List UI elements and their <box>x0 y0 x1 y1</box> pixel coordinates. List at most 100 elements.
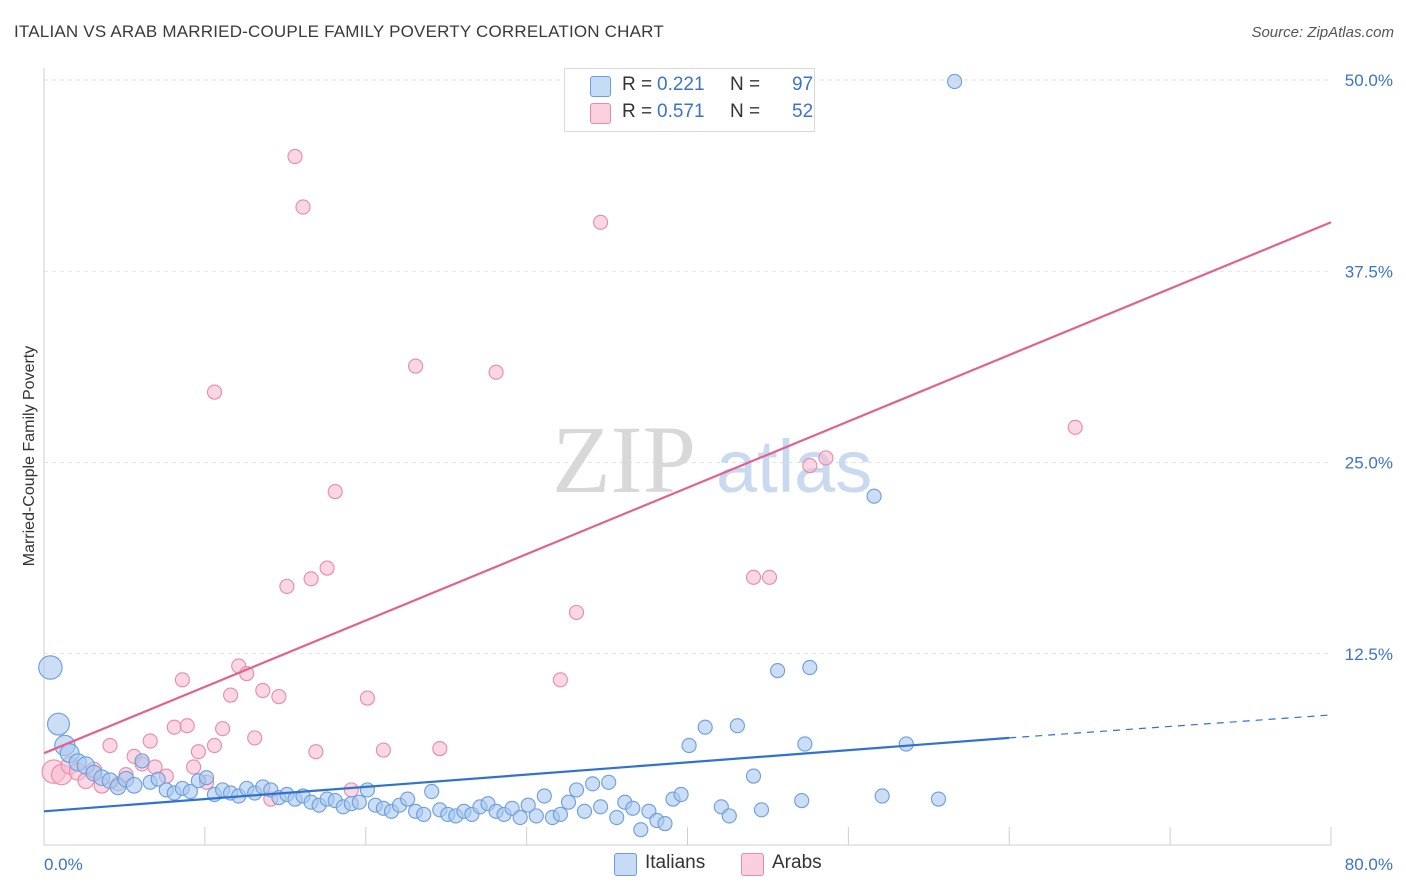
legend-row-italians: R = 0.221 N = 97 <box>565 73 814 99</box>
italians-r-value: 0.221 <box>657 74 705 95</box>
grid-layer <box>44 79 1331 655</box>
italian-point <box>681 737 697 754</box>
italian-point <box>898 736 914 752</box>
arab-point <box>279 578 295 594</box>
chart-title: ITALIAN VS ARAB MARRIED-COUPLE FAMILY PO… <box>14 22 664 41</box>
italian-point <box>47 712 70 736</box>
arabs-trend-line <box>43 221 1332 755</box>
arab-point <box>287 148 303 165</box>
italian-point <box>770 663 786 679</box>
italian-point <box>424 783 440 800</box>
arab-point <box>327 484 343 500</box>
arabs-n-value: 52 <box>792 101 814 122</box>
axis-layer: 12.5% 25.0% 37.5% 50.0% 0.0% 80.0% <box>43 68 1393 874</box>
italian-point <box>721 808 737 824</box>
arab-point <box>174 672 190 688</box>
arab-point <box>745 569 762 585</box>
arab-point <box>206 384 223 400</box>
italian-point <box>609 809 625 826</box>
italian-point <box>351 794 367 810</box>
series-legend-arabs[interactable]: Arabs <box>741 852 841 876</box>
arab-point <box>802 458 818 474</box>
x-tick-label: 80.0% <box>1345 855 1393 874</box>
source-label: Source: ZipAtlas.com <box>1251 24 1394 41</box>
arab-point <box>761 569 778 585</box>
italian-point <box>874 788 890 804</box>
arabs-n-label: N = <box>730 101 761 122</box>
arab-point <box>303 571 319 587</box>
arab-point <box>593 214 609 230</box>
italians-legend-label: Italians <box>645 852 706 873</box>
arab-point <box>142 733 158 749</box>
italians-r-label: R = <box>622 74 653 95</box>
italian-point <box>930 791 947 807</box>
y-tick-label: 12.5% <box>1345 645 1393 664</box>
italian-point <box>182 783 198 800</box>
italians-swatch <box>590 76 611 97</box>
arabs-r-label: R = <box>622 101 653 122</box>
italian-point <box>512 809 528 826</box>
italian-point <box>866 488 882 504</box>
italian-point <box>125 776 143 794</box>
italian-point <box>552 806 568 822</box>
italian-point <box>528 808 544 824</box>
trend-layer <box>43 221 1332 813</box>
italian-point <box>729 718 745 734</box>
arab-point <box>319 560 335 576</box>
italian-point <box>38 655 63 680</box>
italians-n-value: 97 <box>792 74 814 95</box>
y-axis-title: Married-Couple Family Poverty <box>21 346 38 567</box>
x-tick-label: 0.0% <box>44 855 83 874</box>
italian-point <box>745 768 762 784</box>
italian-point <box>802 659 818 676</box>
italian-point <box>150 771 166 787</box>
arab-point <box>1067 419 1083 435</box>
arab-point <box>568 604 585 620</box>
arab-point <box>432 741 448 757</box>
italian-point <box>198 770 215 786</box>
italian-point <box>697 719 713 735</box>
italian-point <box>753 802 770 818</box>
italian-point <box>359 782 375 798</box>
watermark-atlas: atlas <box>716 425 872 508</box>
italians-trend-extension <box>1009 714 1332 739</box>
arab-point <box>308 744 324 760</box>
series-legend-italians[interactable]: Italians <box>614 852 724 876</box>
arab-point <box>223 687 239 703</box>
arab-point <box>190 744 206 760</box>
italian-point <box>585 776 601 792</box>
italian-point <box>625 800 641 816</box>
arab-point <box>271 689 287 705</box>
italians-n-label: N = <box>730 74 761 95</box>
arab-point <box>186 759 202 775</box>
italians-trend-line <box>43 736 1010 813</box>
stats-legend: R = 0.221 N = 97 R = 0.571 N = 52 <box>564 68 815 132</box>
arab-point <box>343 782 359 798</box>
italians-legend-swatch <box>614 853 637 876</box>
arab-point <box>166 719 182 735</box>
italian-point <box>593 799 609 815</box>
arab-point <box>206 737 223 754</box>
arab-point <box>552 672 568 688</box>
italian-point <box>400 791 416 807</box>
arab-point <box>295 199 311 215</box>
y-tick-label: 50.0% <box>1345 71 1393 90</box>
italian-point <box>673 786 689 803</box>
arab-point <box>215 721 231 737</box>
arabs-legend-label: Arabs <box>772 852 822 873</box>
arab-point <box>818 450 834 466</box>
italian-point <box>536 788 552 804</box>
italian-point <box>797 736 813 752</box>
italian-point <box>134 753 150 769</box>
watermark: ZIP atlas <box>552 406 872 513</box>
watermark-zip: ZIP <box>552 406 696 513</box>
italian-point <box>568 782 585 798</box>
arab-point <box>179 718 195 734</box>
arab-point <box>247 730 263 746</box>
arab-point <box>375 742 391 758</box>
italian-point <box>520 797 536 813</box>
italian-point <box>416 806 432 822</box>
italian-point <box>601 774 617 790</box>
arab-point <box>102 737 118 754</box>
